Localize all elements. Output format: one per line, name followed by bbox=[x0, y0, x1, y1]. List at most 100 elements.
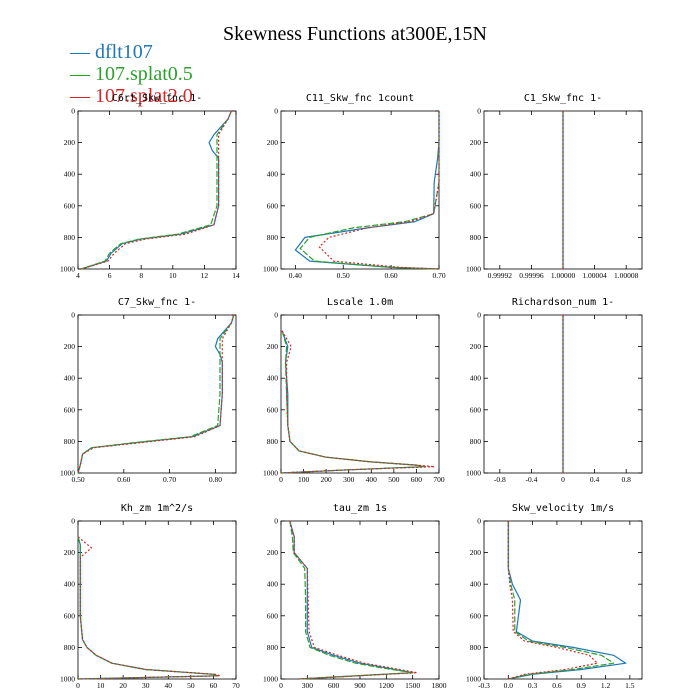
y-tick-label: 600 bbox=[470, 201, 482, 210]
y-tick-label: 800 bbox=[64, 233, 76, 242]
y-tick-label: 1000 bbox=[466, 265, 481, 274]
series-line-2 bbox=[299, 111, 440, 270]
y-tick-label: 200 bbox=[64, 138, 76, 147]
y-tick-label: 400 bbox=[267, 580, 279, 589]
x-tick-label: 0 bbox=[279, 681, 283, 690]
y-tick-label: 400 bbox=[64, 580, 76, 589]
y-tick-label: 400 bbox=[470, 374, 482, 383]
y-tick-label: 400 bbox=[64, 374, 76, 383]
x-tick-label: 500 bbox=[388, 475, 400, 484]
plot-frame bbox=[77, 520, 237, 680]
y-tick-label: 1000 bbox=[466, 675, 481, 684]
y-tick-label: 1000 bbox=[466, 469, 481, 478]
legend-item-dflt107: — dflt107 bbox=[69, 41, 153, 63]
y-tick-label: 1000 bbox=[263, 469, 278, 478]
legend-item-splat20: — 107.splat2.0 bbox=[69, 85, 193, 107]
x-tick-label: 0.4 bbox=[590, 475, 600, 484]
x-tick-label: 0.0 bbox=[504, 681, 514, 690]
x-tick-label: 1500 bbox=[405, 681, 420, 690]
series-line-3 bbox=[77, 314, 235, 474]
y-tick-label: 0 bbox=[477, 517, 481, 526]
plot-frame bbox=[280, 520, 440, 680]
y-tick-label: 200 bbox=[267, 138, 279, 147]
x-tick-label: -0.3 bbox=[478, 681, 490, 690]
y-tick-label: 400 bbox=[64, 170, 76, 179]
x-tick-label: 10 bbox=[97, 681, 105, 690]
x-tick-label: 1.2 bbox=[601, 681, 611, 690]
y-tick-label: 0 bbox=[274, 107, 278, 116]
y-tick-label: 600 bbox=[267, 611, 279, 620]
x-tick-label: 10 bbox=[169, 271, 177, 280]
x-tick-label: 600 bbox=[328, 681, 340, 690]
y-tick-label: 1000 bbox=[263, 675, 278, 684]
y-tick-label: 600 bbox=[64, 201, 76, 210]
x-tick-label: 50 bbox=[187, 681, 195, 690]
series-line-1 bbox=[507, 521, 627, 680]
x-tick-label: 4 bbox=[76, 271, 80, 280]
panel-title: Skw_velocity 1m/s bbox=[512, 503, 614, 514]
y-tick-label: 600 bbox=[64, 611, 76, 620]
x-tick-label: 600 bbox=[411, 475, 423, 484]
y-tick-label: 0 bbox=[71, 107, 75, 116]
x-tick-label: 30 bbox=[142, 681, 150, 690]
y-tick-label: 200 bbox=[470, 138, 482, 147]
panel-title: Kh_zm 1m^2/s bbox=[121, 503, 193, 514]
y-tick-label: 200 bbox=[267, 342, 279, 351]
series-line-2 bbox=[77, 536, 219, 680]
series-line-1 bbox=[280, 330, 424, 474]
y-tick-label: 800 bbox=[64, 437, 76, 446]
y-tick-label: 400 bbox=[470, 170, 482, 179]
legend: — dflt107 — 107.splat0.5 — 107.splat2.0 bbox=[69, 41, 193, 107]
series-line-2 bbox=[77, 314, 235, 474]
x-tick-label: 40 bbox=[165, 681, 173, 690]
panel-title: Richardson_num 1- bbox=[512, 297, 614, 308]
x-tick-label: -0.4 bbox=[525, 475, 537, 484]
x-tick-label: 20 bbox=[119, 681, 127, 690]
y-tick-label: 600 bbox=[267, 201, 279, 210]
x-tick-label: 0.80 bbox=[209, 475, 222, 484]
x-tick-label: 0.60 bbox=[385, 271, 398, 280]
x-tick-label: 0.60 bbox=[117, 475, 130, 484]
x-tick-label: 0.99996 bbox=[519, 271, 544, 280]
x-tick-label: 300 bbox=[343, 475, 355, 484]
series-line-2 bbox=[280, 330, 427, 474]
y-tick-label: 600 bbox=[267, 405, 279, 414]
plot-frame bbox=[280, 110, 440, 270]
y-tick-label: 1000 bbox=[60, 675, 75, 684]
y-tick-label: 600 bbox=[64, 405, 76, 414]
y-tick-label: 0 bbox=[71, 311, 75, 320]
figure-title: Skewness Functions at300E,15N bbox=[223, 23, 487, 45]
y-tick-label: 200 bbox=[470, 342, 482, 351]
legend-item-splat05: — 107.splat0.5 bbox=[69, 63, 193, 85]
x-tick-label: 0 bbox=[279, 475, 283, 484]
x-tick-label: 0.99992 bbox=[488, 271, 513, 280]
x-tick-label: 1800 bbox=[432, 681, 447, 690]
y-tick-label: 800 bbox=[470, 233, 482, 242]
y-tick-label: 800 bbox=[470, 643, 482, 652]
panel-title: tau_zm 1s bbox=[333, 503, 387, 514]
x-tick-label: 6 bbox=[108, 271, 112, 280]
y-tick-label: 0 bbox=[274, 517, 278, 526]
x-tick-label: -0.8 bbox=[494, 475, 506, 484]
y-tick-label: 800 bbox=[64, 643, 76, 652]
panel-title: C6rt_Skw_fnc 1- bbox=[112, 93, 202, 104]
x-tick-label: 900 bbox=[354, 681, 366, 690]
y-tick-label: 400 bbox=[267, 374, 279, 383]
x-tick-label: 0.50 bbox=[337, 271, 350, 280]
x-tick-label: 1.00000 bbox=[551, 271, 576, 280]
y-tick-label: 400 bbox=[470, 580, 482, 589]
chart-panel-6: Richardson_num 1- 0 200 400 600 800 1000 -0.8 -0… bbox=[466, 297, 643, 484]
x-tick-label: 1.5 bbox=[625, 681, 635, 690]
y-tick-label: 0 bbox=[274, 311, 278, 320]
y-tick-label: 1000 bbox=[60, 265, 75, 274]
x-tick-label: 0.40 bbox=[289, 271, 302, 280]
y-tick-label: 600 bbox=[470, 405, 482, 414]
chart-panel-3: C1_Skw_fnc 1- 0 200 400 600 800 1000 0.99992 0.9… bbox=[466, 93, 643, 280]
series-line-1 bbox=[77, 314, 235, 474]
chart-panel-9: Skw_velocity 1m/s 0 200 400 600 800 1000-0.3 0.… bbox=[466, 503, 643, 690]
y-tick-label: 0 bbox=[477, 107, 481, 116]
